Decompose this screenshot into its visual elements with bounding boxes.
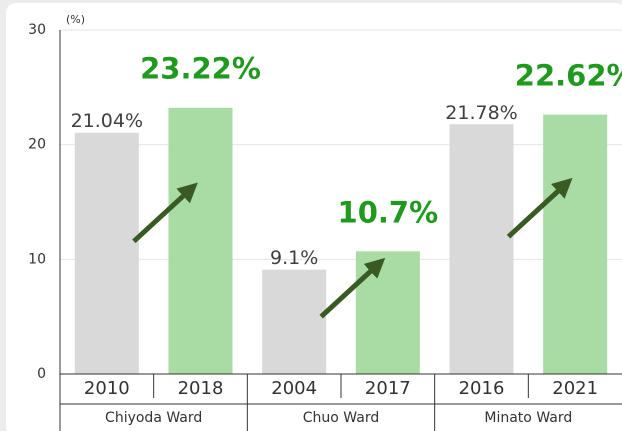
x-tick-label: 2021 <box>552 378 598 399</box>
group-label: Chuo Ward <box>303 410 379 426</box>
y-tick-label: 20 <box>28 137 46 153</box>
value-label: 21.78% <box>445 102 517 124</box>
value-label: 21.04% <box>71 110 143 132</box>
arrow <box>132 182 198 244</box>
x-tick-label: 2016 <box>459 378 505 399</box>
x-tick-label: 2010 <box>84 378 130 399</box>
bar <box>74 132 139 374</box>
value-label: 23.22% <box>140 52 261 86</box>
bar <box>543 114 608 375</box>
bar <box>262 269 327 374</box>
arrow <box>506 177 573 239</box>
bar <box>449 124 514 374</box>
y-tick-label: 30 <box>28 22 46 38</box>
y-tick-label: 0 <box>37 366 46 382</box>
y-tick-label: 10 <box>28 251 46 267</box>
group-label: Chiyoda Ward <box>105 410 202 426</box>
arrow <box>319 257 386 319</box>
x-tick-label: 2017 <box>365 378 411 399</box>
x-tick-label: 2004 <box>271 378 317 399</box>
bar <box>355 251 420 374</box>
bar <box>168 107 233 374</box>
x-tick-label: 2018 <box>178 378 224 399</box>
value-label: 22.62% <box>515 59 622 93</box>
unit-label: (%) <box>66 13 85 26</box>
group-label: Minato Ward <box>484 410 572 426</box>
value-label: 10.7% <box>338 195 439 229</box>
value-label: 9.1% <box>270 247 318 269</box>
